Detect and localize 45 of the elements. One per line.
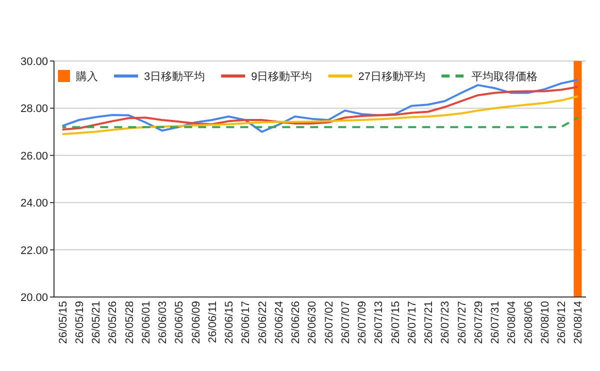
x-tick-label: 26/07/13 [373,301,386,344]
x-tick-label: 26/06/05 [174,301,186,344]
x-tick-label: 26/07/29 [472,301,485,344]
x-tick-label: 26/08/12 [556,301,568,344]
y-tick-label: 28.00 [20,103,48,116]
y-tick-label: 30.00 [20,56,48,68]
x-tick-label: 26/08/10 [539,301,552,344]
x-tick-label: 26/07/23 [440,301,452,344]
x-tick-label: 26/06/26 [290,301,302,344]
x-tick-label: 26/06/15 [224,301,236,344]
x-tick-label: 26/07/27 [456,301,468,344]
x-tick-label: 26/05/19 [74,301,86,344]
y-tick-label: 26.00 [20,150,48,162]
x-tick-label: 26/08/14 [572,301,585,344]
x-tick-label: 26/07/21 [423,301,436,344]
x-tick-label: 26/06/22 [256,301,269,344]
x-tick-label: 26/07/07 [340,301,352,344]
x-tick-label: 26/06/01 [140,301,152,344]
x-tick-label: 26/07/17 [406,301,418,344]
x-tick-label: 26/06/11 [206,301,219,344]
x-tick-label: 26/06/30 [306,301,319,344]
x-tick-label: 26/07/09 [356,301,369,344]
y-tick-label: 24.00 [20,198,48,210]
x-tick-label: 26/08/06 [522,301,535,344]
line-series [61,86,579,130]
legend-label: 9日移動平均 [251,71,312,83]
x-tick-label: 26/05/26 [107,301,120,344]
x-tick-label: 26/05/15 [57,301,70,344]
x-tick-label: 26/07/31 [490,301,502,344]
x-tick-label: 26/06/24 [273,301,286,344]
x-tick-label: 26/06/03 [157,301,170,344]
line-series [61,95,579,136]
legend-label: 購入 [76,70,98,83]
x-tick-label: 26/05/21 [90,301,103,344]
x-tick-label: 26/06/09 [190,301,202,344]
legend-label: 3日移動平均 [144,71,206,83]
x-tick-label: 26/06/17 [240,301,252,344]
y-tick-label: 22.00 [20,244,48,257]
legend-label: 27日移動平均 [358,71,426,83]
y-tick-label: 20.00 [20,292,48,304]
x-tick-label: 26/07/15 [390,301,402,344]
x-tick-label: 26/07/02 [323,301,336,344]
x-tick-label: 26/05/28 [124,301,136,344]
legend-label: 平均取得価格 [472,71,538,83]
x-tick-label: 26/08/04 [506,301,518,344]
